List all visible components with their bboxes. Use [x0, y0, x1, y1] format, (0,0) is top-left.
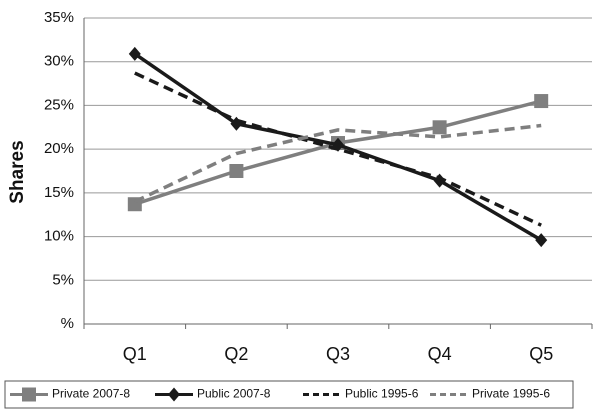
- data-point: [229, 164, 244, 178]
- y-tick-label: 25%: [44, 96, 74, 113]
- y-tick-label: 10%: [44, 228, 74, 245]
- y-tick-label: 35%: [44, 9, 74, 26]
- y-axis-label: Shares: [7, 140, 28, 203]
- data-point: [534, 94, 549, 109]
- series-line: [134, 123, 542, 204]
- x-tick-label: Q4: [428, 344, 452, 364]
- legend-marker: [22, 387, 36, 402]
- legend-label: Private 1995-6: [472, 387, 550, 401]
- x-tick-label: Q2: [224, 344, 248, 364]
- y-tick-label: 5%: [52, 271, 74, 288]
- data-point: [535, 233, 548, 248]
- legend-label: Private 2007-8: [52, 387, 130, 401]
- legend-marker: [168, 387, 180, 402]
- series-line: [134, 71, 542, 227]
- x-tick-label: Q1: [123, 344, 147, 364]
- legend-box: [4, 380, 574, 409]
- legend-label: Public 1995-6: [345, 387, 419, 401]
- y-tick-label: 30%: [44, 53, 74, 70]
- x-tick-label: Q3: [326, 344, 350, 364]
- legend-label: Public 2007-8: [197, 387, 271, 401]
- y-tick-label: %: [61, 315, 74, 332]
- data-point: [432, 120, 447, 135]
- data-point: [128, 46, 141, 61]
- series-line: [134, 99, 542, 206]
- y-tick-label: 15%: [44, 184, 74, 201]
- x-tick-label: Q5: [529, 344, 553, 364]
- y-tick-label: 20%: [44, 140, 74, 157]
